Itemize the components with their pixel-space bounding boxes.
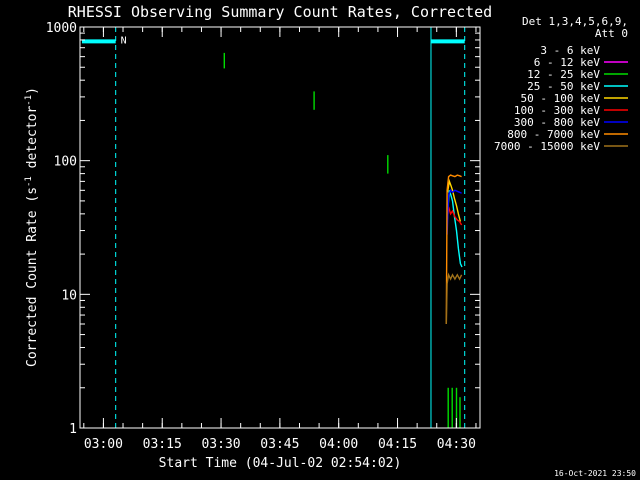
series-7000-15000-kev — [445, 272, 463, 325]
legend-label-800-7000-kev: 800 - 7000 keV — [507, 128, 600, 141]
legend-label-6-12-kev: 6 - 12 keV — [534, 56, 601, 69]
generation-timestamp: 16-Oct-2021 23:50 — [554, 469, 636, 478]
night-label: N — [121, 35, 127, 46]
legend-header: Det 1,3,4,5,6,9, — [522, 15, 628, 28]
legend-label-300-800-kev: 300 - 800 keV — [514, 116, 600, 129]
series-100-300-kev — [446, 206, 463, 226]
annotation-layer: N — [81, 27, 466, 428]
y-tick-label: 1000 — [46, 21, 77, 36]
x-tick-label: 03:00 — [84, 437, 123, 452]
legend-label-50-100-kev: 50 - 100 keV — [521, 92, 601, 105]
x-tick-label: 04:00 — [319, 437, 358, 452]
y-axis-label-end: ) — [25, 87, 40, 95]
y-axis-label: Corrected Count Rate (s-1 detector-1) — [24, 87, 40, 367]
y-tick-label: 1 — [69, 422, 77, 437]
series-800-7000-kev — [445, 174, 462, 325]
axis-layer: 1 10 100 1000 03:00 03:15 03:30 03:45 04:00 04:15… — [46, 21, 481, 452]
series-300-800-kev — [446, 189, 462, 235]
x-tick-label: 04:15 — [378, 437, 417, 452]
x-tick-label: 03:45 — [260, 437, 299, 452]
x-axis-label: Start Time (04-Jul-02 02:54:02) — [159, 456, 402, 471]
legend-label-7000-15000-kev: 7000 - 15000 keV — [494, 140, 600, 153]
x-tick-label: 03:30 — [201, 437, 240, 452]
series-50-100-kev — [446, 178, 462, 222]
data-layer — [223, 52, 463, 428]
legend-label-100-300-kev: 100 - 300 keV — [514, 104, 600, 117]
y-axis-label-main: Corrected Count Rate (s — [25, 187, 40, 367]
legend-label-25-50-kev: 25 - 50 keV — [527, 80, 600, 93]
y-axis-label-sup2: -1 — [24, 95, 34, 106]
y-axis-label-sup1: -1 — [24, 176, 34, 187]
x-tick-label: 04:30 — [437, 437, 476, 452]
y-tick-label: 100 — [54, 155, 77, 170]
legend-attenuator: Att 0 — [595, 27, 628, 40]
legend-label-3-6-kev: 3 - 6 keV — [540, 44, 600, 57]
x-tick-label: 03:15 — [143, 437, 182, 452]
chart-title: RHESSI Observing Summary Count Rates, Co… — [68, 3, 492, 21]
y-tick-label: 10 — [61, 288, 77, 303]
legend-label-12-25-kev: 12 - 25 keV — [527, 68, 600, 81]
y-axis-label-mid: detector — [25, 106, 40, 177]
